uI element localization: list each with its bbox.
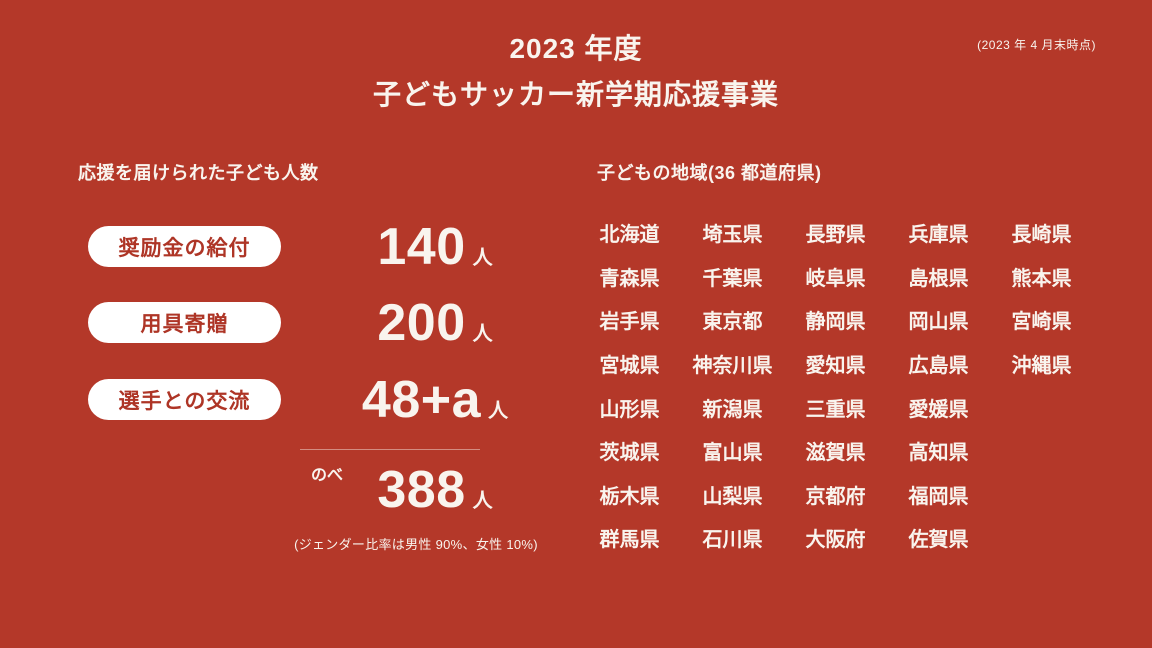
prefecture-grid: 北海道青森県岩手県宮城県山形県茨城県栃木県群馬県 埼玉県千葉県東京都神奈川県新潟県… (578, 211, 1093, 560)
total-value: 388 人 (350, 464, 520, 516)
prefecture-item: 神奈川県 (692, 355, 773, 378)
prefecture-item: 千葉県 (702, 267, 763, 290)
prefecture-item: 群馬県 (599, 529, 660, 552)
prefecture-item: 兵庫県 (908, 224, 969, 247)
prefecture-item: 富山県 (702, 442, 763, 465)
prefecture-item: 愛知県 (805, 355, 866, 378)
prefecture-item: 東京都 (702, 311, 763, 334)
prefecture-item: 山形県 (599, 398, 660, 421)
stat-label: 用具寄贈 (140, 312, 229, 336)
prefecture-item: 三重県 (805, 398, 866, 421)
stat-label: 選手との交流 (118, 389, 251, 413)
stat-number: 48+a (361, 370, 482, 429)
page-title-line1: 2023 年度 (509, 33, 643, 64)
prefecture-item: 沖縄県 (1011, 355, 1072, 378)
prefecture-item: 栃木県 (599, 485, 660, 508)
page-title-line2: 子どもサッカー新学期応援事業 (372, 79, 779, 110)
prefecture-item: 宮崎県 (1011, 311, 1072, 334)
total-divider-line (300, 449, 480, 450)
stat-row-equipment: 用具寄贈 200 人 (0, 297, 560, 349)
prefecture-item: 愛媛県 (908, 398, 969, 421)
prefecture-item: 山梨県 (702, 485, 763, 508)
stat-label-pill: 選手との交流 (88, 379, 281, 420)
stat-unit: 人 (472, 322, 493, 345)
stat-label: 奨励金の給付 (118, 236, 251, 260)
stat-row-grant: 奨励金の給付 140 人 (0, 221, 560, 273)
prefecture-item: 広島県 (908, 355, 969, 378)
prefecture-item: 岡山県 (908, 311, 969, 334)
stat-value: 48+a 人 (350, 374, 520, 426)
stat-label-pill: 奨励金の給付 (88, 226, 281, 267)
prefecture-item: 石川県 (702, 529, 763, 552)
as-of-date-note: (2023 年 4 月末時点) (977, 38, 1096, 52)
stat-unit: 人 (488, 399, 509, 422)
title-block: 2023 年度 子どもサッカー新学期応援事業 (0, 26, 1152, 118)
left-section-heading: 応援を届けられた子ども人数 (78, 163, 319, 183)
gender-ratio-footnote: (ジェンダー比率は男性 90%、女性 10%) (294, 537, 538, 552)
prefecture-item: 長崎県 (1011, 224, 1072, 247)
regions-section-heading: 子どもの地域(36 都道府県) (597, 163, 822, 183)
prefecture-item: 長野県 (805, 224, 866, 247)
total-prefix-label: のべ (311, 467, 344, 484)
prefecture-item: 佐賀県 (908, 529, 969, 552)
prefecture-item: 宮城県 (599, 355, 660, 378)
prefecture-item: 茨城県 (599, 442, 660, 465)
prefecture-item: 熊本県 (1011, 267, 1072, 290)
stat-number: 200 (377, 293, 466, 352)
prefecture-item: 福岡県 (908, 485, 969, 508)
prefecture-item: 北海道 (599, 224, 660, 247)
prefecture-item: 大阪府 (805, 529, 866, 552)
prefecture-item: 島根県 (908, 267, 969, 290)
stat-row-player-exchange: 選手との交流 48+a 人 (0, 374, 560, 426)
prefecture-item: 新潟県 (702, 398, 763, 421)
total-number: 388 (377, 461, 466, 519)
prefecture-item: 埼玉県 (702, 224, 763, 247)
stat-label-pill: 用具寄贈 (88, 302, 281, 343)
stat-value: 200 人 (350, 297, 520, 349)
prefecture-item: 岐阜県 (805, 267, 866, 290)
prefecture-item: 京都府 (805, 485, 866, 508)
stat-number: 140 (377, 217, 466, 276)
prefecture-item: 高知県 (908, 442, 969, 465)
prefecture-item: 静岡県 (805, 311, 866, 334)
stat-value: 140 人 (350, 221, 520, 273)
prefecture-item: 岩手県 (599, 311, 660, 334)
prefecture-item: 滋賀県 (805, 442, 866, 465)
total-unit: 人 (472, 490, 493, 512)
prefecture-item: 青森県 (599, 267, 660, 290)
stat-unit: 人 (472, 246, 493, 269)
